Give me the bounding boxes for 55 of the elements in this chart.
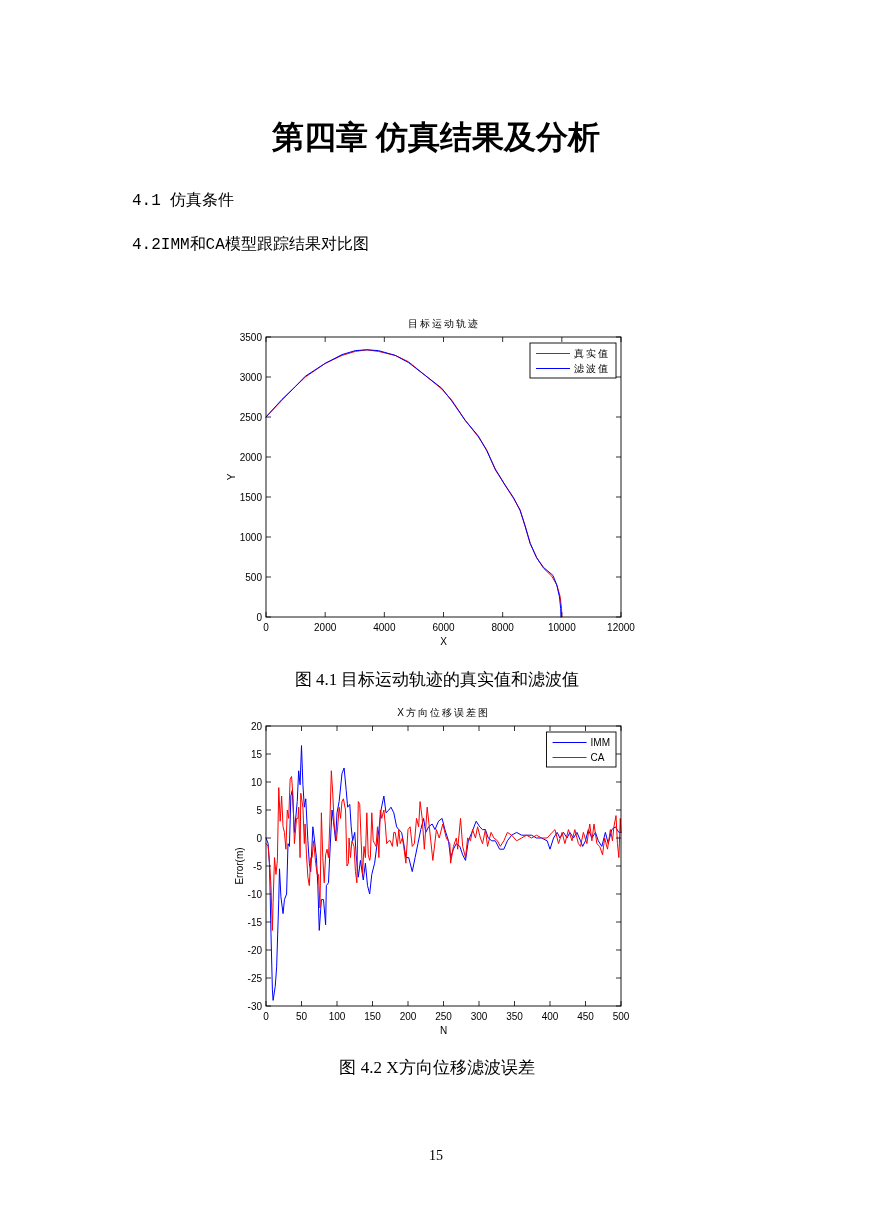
y-tick-label: -30 [247,1000,263,1012]
x-tick-label: 350 [506,1011,524,1022]
y-tick-label: 15 [250,748,263,760]
y-tick-label: 10 [250,776,263,788]
text: 第四章 仿真结果及分析 [270,119,601,155]
x-tick-label: 6000 [432,622,456,633]
y-tick-label: -15 [247,916,263,928]
legend-label: 滤波值 [574,363,610,374]
x-axis-title: N [439,1025,448,1036]
x-tick-label: 2000 [314,622,337,633]
legend-label: 真实值 [574,348,610,359]
x-tick-label: 10000 [547,622,577,633]
y-tick-label: 1000 [239,531,263,543]
y-tick-label: 5 [256,804,263,816]
legend-label: CA [590,752,605,763]
x-tick-label: 150 [364,1011,382,1022]
caption: 图 4.1 目标运动轨迹的真实值和滤波值 [294,670,580,689]
y-tick-label: 20 [250,720,263,732]
x-tick-label: 250 [435,1011,453,1022]
y-tick-label: 2500 [239,411,263,423]
y-tick-label: -20 [247,944,263,956]
y-axis-title: Error(m) [233,847,245,885]
line-series [265,770,622,931]
y-tick-label: -10 [247,888,263,900]
y-tick-label: 500 [245,571,263,583]
x-tick-label: 50 [295,1011,308,1022]
x-tick-label: 200 [399,1011,417,1022]
y-tick-label: 0 [256,611,263,623]
y-tick-label: -5 [253,860,263,872]
x-tick-label: 8000 [491,622,515,633]
x-tick-label: 0 [263,622,270,633]
x-axis-title: X [440,636,448,647]
y-tick-label: 3500 [239,331,263,343]
x-tick-label: 4000 [373,622,396,633]
text: 4.2IMM和CA模型跟踪结果对比图 [132,235,369,254]
text: 4.1 仿真条件 [132,191,235,210]
y-tick-label: -25 [247,972,263,984]
text: 15 [429,1148,443,1163]
x-tick-label: 12000 [607,622,636,633]
caption: 图 4.2 X方向位移滤波误差 [339,1058,535,1077]
x-tick-label: 400 [541,1011,559,1022]
x-tick-label: 300 [470,1011,488,1022]
chart-title: X方向位移误差图 [397,707,490,718]
chart-title: 目标运动轨迹 [407,318,480,329]
line-series [265,745,622,1001]
x-tick-label: 500 [612,1011,630,1022]
x-tick-label: 0 [263,1011,270,1022]
legend-label: IMM [590,737,610,748]
y-tick-label: 1500 [239,491,263,503]
x-tick-label: 450 [577,1011,595,1022]
y-tick-label: 3000 [239,371,263,383]
y-axis-title: Y [225,473,237,481]
y-tick-label: 2000 [239,451,263,463]
y-tick-label: 0 [256,832,263,844]
x-tick-label: 100 [328,1011,346,1022]
